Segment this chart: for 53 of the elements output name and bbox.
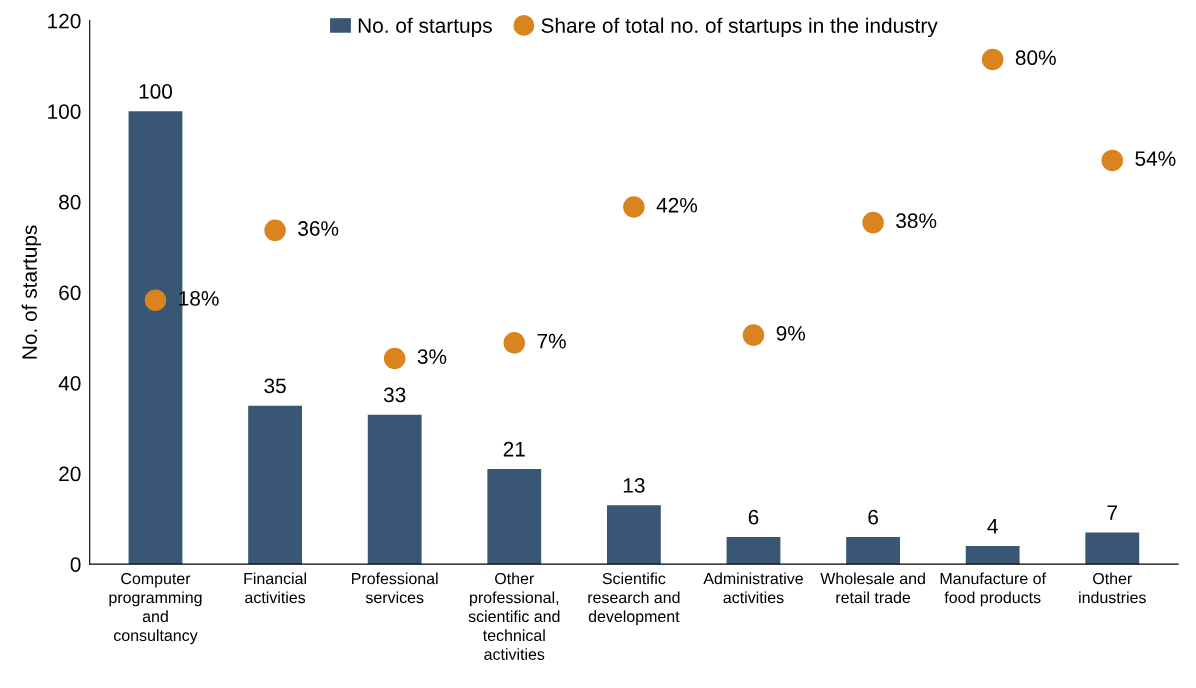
data-label: 36% (298, 221, 339, 236)
bar (606, 505, 661, 565)
data-label: 100 (139, 84, 173, 99)
point (503, 332, 526, 354)
x-tick-label: Wholesale and retail trade (820, 572, 925, 604)
point (862, 211, 884, 234)
legend-label: No. of startups (358, 17, 492, 38)
x-tick-label: Financial activities (244, 572, 306, 604)
point (981, 48, 1004, 71)
bar (965, 546, 1020, 565)
data-label: 35 (264, 378, 286, 394)
x-tick-label: Scientific research and development (588, 572, 680, 626)
data-label: 80% (1015, 50, 1056, 66)
data-label: 4 (987, 519, 998, 534)
bar (1085, 532, 1140, 565)
data-label: 13 (623, 478, 645, 493)
point (623, 196, 645, 218)
point (144, 289, 167, 311)
data-label: 7% (537, 333, 566, 349)
y-tick-label: 100 (48, 104, 81, 119)
x-tick-label: Other professional, scientific and technical activities (468, 572, 560, 660)
bar (248, 405, 302, 565)
y-tick-label: 60 (59, 285, 81, 301)
data-label: 6 (868, 509, 878, 525)
data-label: 3% (417, 349, 447, 364)
data-label: 7 (1107, 505, 1118, 520)
data-label: 9% (776, 325, 806, 341)
y-axis-title: No. of startups (21, 225, 42, 359)
data-label: 42% (656, 197, 698, 213)
x-tick-label: Professional services (352, 572, 438, 604)
bar (726, 536, 781, 565)
data-label: 54% (1135, 151, 1176, 166)
data-label: 6 (748, 509, 759, 525)
point (383, 347, 406, 370)
point (742, 324, 765, 346)
bar (367, 414, 422, 565)
y-tick-label: 80 (59, 194, 81, 210)
data-label: 33 (383, 387, 406, 403)
x-tick-label: Other industries (1079, 572, 1146, 604)
bar (846, 536, 900, 565)
y-tick-label: 120 (48, 13, 81, 29)
x-tick-label: Manufacture of food products (940, 572, 1046, 607)
x-tick-label: Administrative activities (703, 572, 803, 604)
y-tick-label: 0 (70, 557, 81, 572)
legend-label: Share of total no. of startups in the industry (541, 17, 938, 38)
point (1101, 149, 1124, 172)
y-tick-label: 20 (59, 466, 81, 482)
point (264, 219, 286, 242)
bar (487, 469, 542, 565)
y-tick-label: 40 (58, 375, 81, 391)
x-tick-label: Computer programming and consultancy (109, 572, 202, 645)
data-label: 38% (896, 213, 937, 229)
data-label: 21 (503, 441, 525, 457)
